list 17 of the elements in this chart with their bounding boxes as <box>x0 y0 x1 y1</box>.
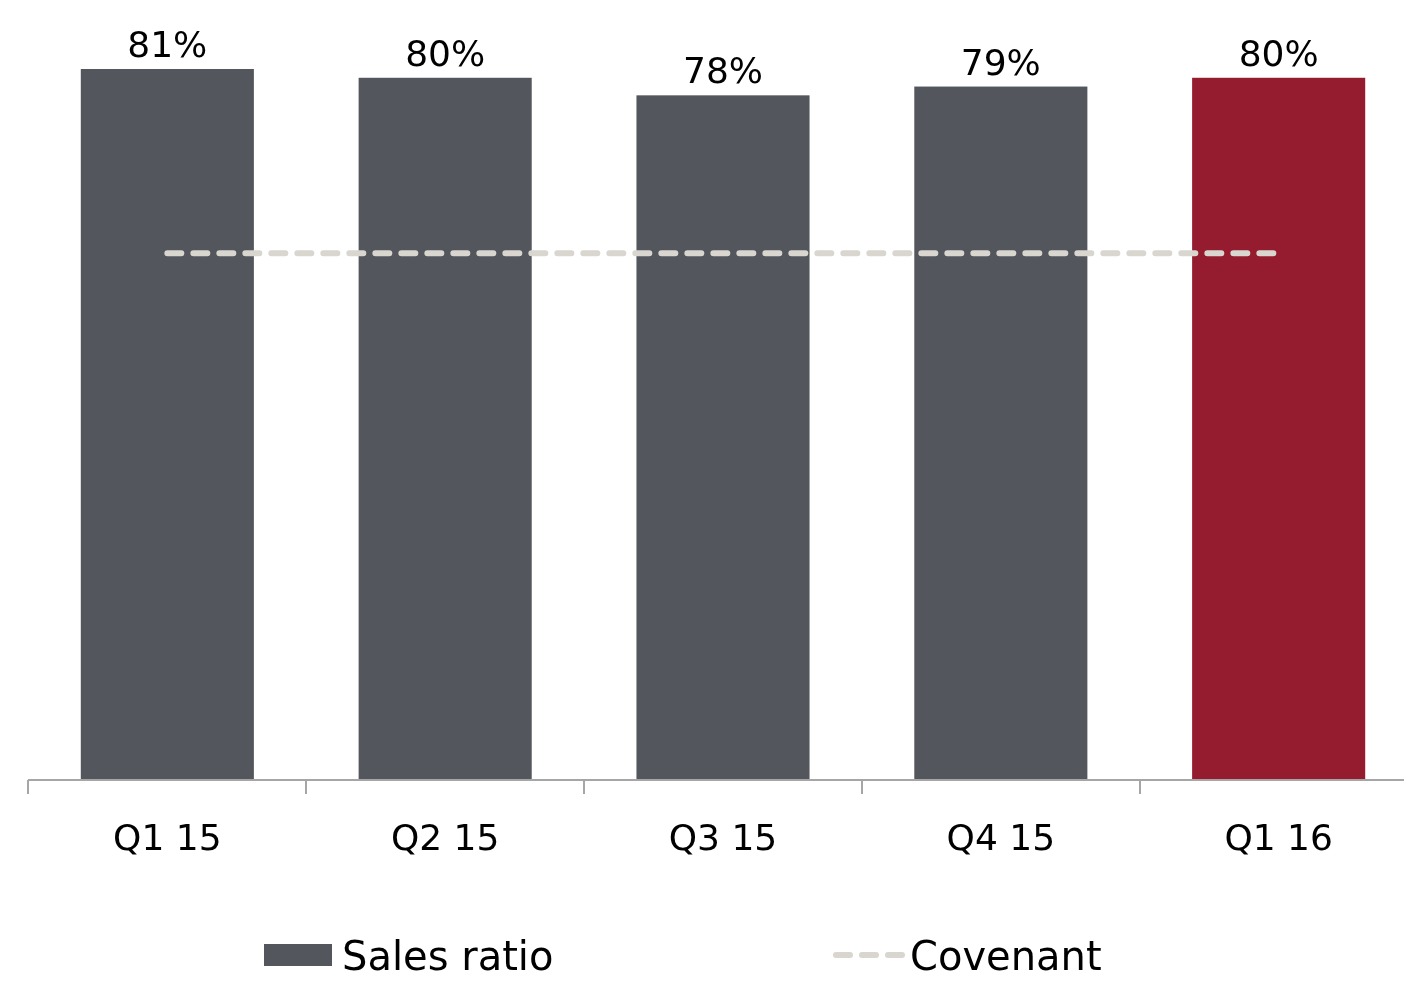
data-label: 80% <box>1238 32 1319 74</box>
legend-label: Sales ratio <box>342 933 554 979</box>
legend-label: Covenant <box>910 933 1102 979</box>
bar <box>1192 77 1366 780</box>
x-tick-label: Q2 15 <box>390 817 500 858</box>
data-label: 78% <box>682 50 764 92</box>
x-tick-label: Q4 15 <box>946 817 1056 858</box>
bar <box>636 95 810 780</box>
data-label: 81% <box>127 24 208 65</box>
data-label: 79% <box>960 41 1041 83</box>
x-tick-label: Q1 15 <box>113 817 222 858</box>
bar <box>358 77 532 780</box>
bar <box>80 69 254 780</box>
bar <box>914 86 1088 780</box>
x-tick-label: Q3 15 <box>668 817 778 858</box>
x-tick-label: Q1 16 <box>1224 817 1333 858</box>
data-label: 80% <box>405 32 486 74</box>
